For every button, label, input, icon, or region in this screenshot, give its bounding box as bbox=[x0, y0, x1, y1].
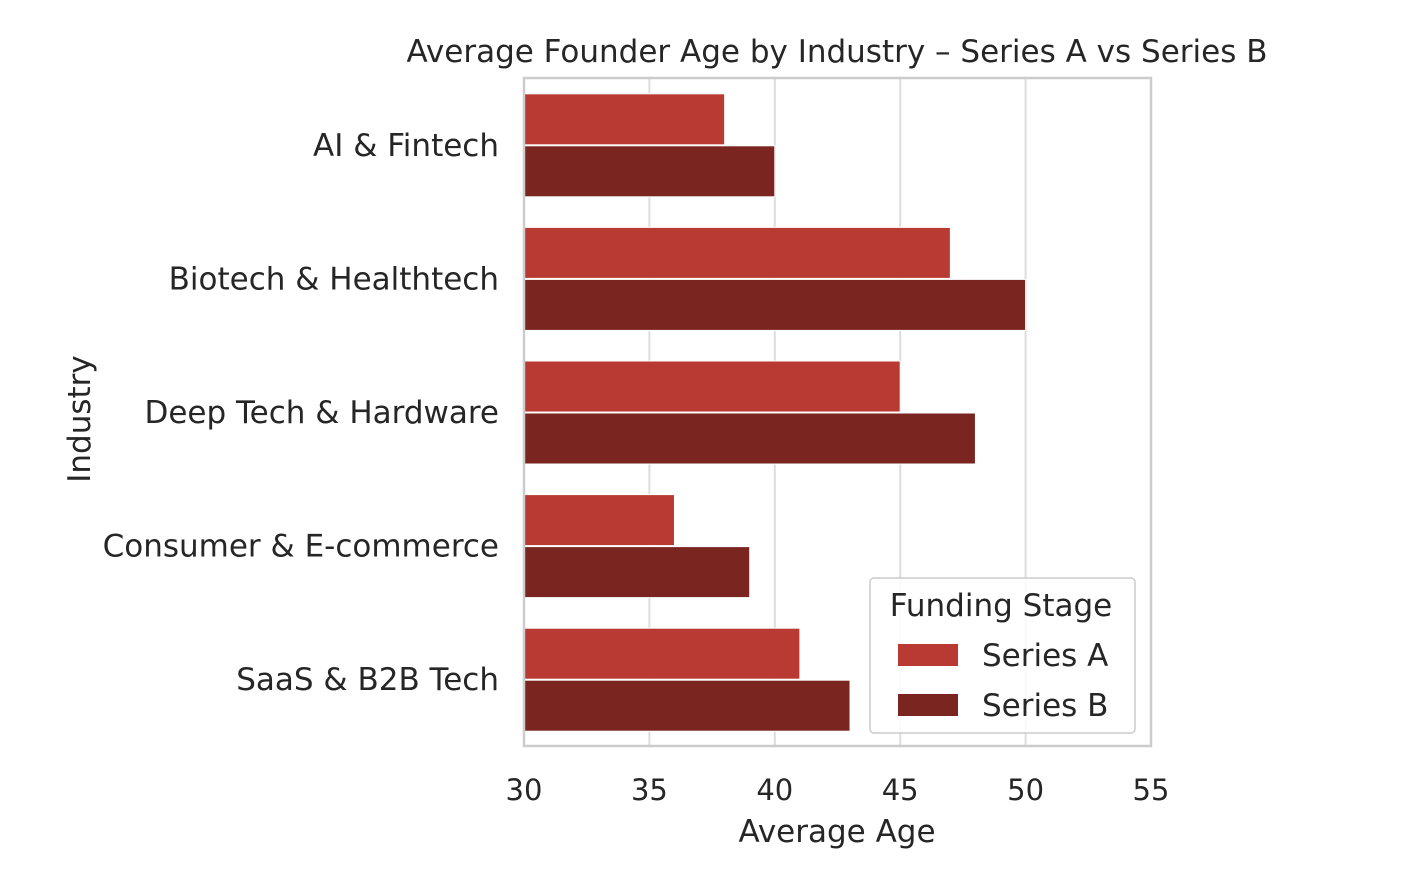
bar bbox=[523, 494, 675, 547]
bar bbox=[523, 93, 726, 146]
bar bbox=[523, 546, 751, 599]
y-category-label: Biotech & Healthtech bbox=[169, 261, 499, 297]
legend-swatch bbox=[898, 694, 958, 716]
y-category-label: Deep Tech & Hardware bbox=[144, 395, 499, 431]
bars bbox=[523, 93, 1027, 732]
x-axis-label: Average Age bbox=[738, 814, 935, 850]
bar bbox=[523, 412, 976, 465]
bar bbox=[523, 360, 901, 413]
bar bbox=[523, 278, 1027, 331]
x-tick-label: 50 bbox=[1007, 773, 1044, 807]
bar bbox=[523, 145, 776, 198]
bar bbox=[523, 627, 801, 680]
legend-title: Funding Stage bbox=[890, 588, 1112, 624]
x-tick-label: 35 bbox=[631, 773, 668, 807]
legend-label: Series B bbox=[982, 688, 1108, 724]
legend: Funding Stage Series A Series B bbox=[869, 577, 1136, 734]
x-tick-label: 55 bbox=[1133, 773, 1170, 807]
x-axis-ticks: 30 35 40 45 50 55 bbox=[506, 773, 1170, 807]
y-axis-categories: AI & Fintech Biotech & Healthtech Deep Tec… bbox=[103, 128, 499, 698]
plot-frame bbox=[522, 76, 1153, 748]
x-tick-label: 45 bbox=[882, 773, 919, 807]
legend-label: Series A bbox=[982, 638, 1108, 674]
y-category-label: Consumer & E-commerce bbox=[103, 529, 499, 565]
y-category-label: SaaS & B2B Tech bbox=[236, 662, 499, 698]
y-axis-label: Industry bbox=[62, 355, 98, 483]
chart-title: Average Founder Age by Industry – Series… bbox=[407, 34, 1268, 70]
legend-swatch bbox=[898, 644, 958, 666]
x-tick-label: 30 bbox=[506, 773, 543, 807]
x-tick-label: 40 bbox=[756, 773, 793, 807]
bar bbox=[523, 226, 951, 279]
bar bbox=[523, 679, 851, 732]
y-category-label: AI & Fintech bbox=[313, 128, 499, 164]
